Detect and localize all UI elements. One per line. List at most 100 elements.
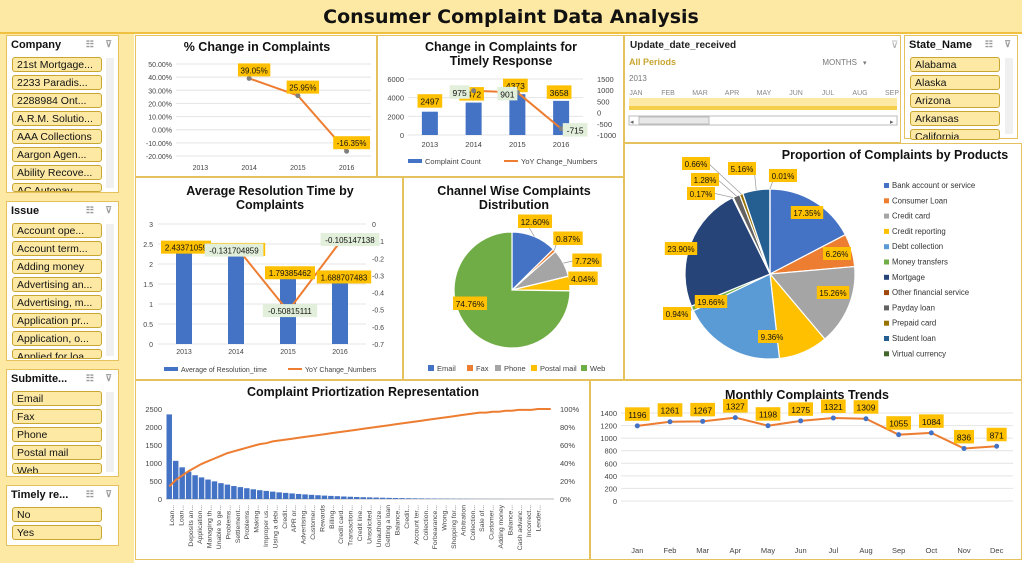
slicer-item[interactable]: AC Autopay... [12,183,102,192]
submitted-via-slicer[interactable]: Submitte... ☷ ⊽ Email Fax Phone Postal m… [6,369,119,477]
bar [380,498,385,499]
x-tick-label: Arbitration [460,505,467,536]
timeline-month[interactable]: JUL [822,90,835,97]
slicer-item[interactable]: Advertising, m... [12,295,102,310]
state-slicer[interactable]: State_Name ☷ ⊽ Alabama Alaska Arizona Ar… [904,35,1018,139]
slicer-item[interactable]: Application pr... [12,313,102,328]
x-tick-label: Jun [795,546,807,555]
slicer-item[interactable]: Phone [12,427,102,442]
slicer-scrollbar[interactable] [106,58,114,188]
timeline-month[interactable]: SEP [885,90,899,97]
bar [179,467,184,499]
clear-filter-icon[interactable]: ⊽ [105,39,112,50]
multiselect-icon[interactable]: ☷ [86,373,94,384]
clear-filter-icon[interactable]: ⊽ [105,205,112,216]
slicer-item[interactable]: Fax [12,409,102,424]
slicer-item[interactable]: Yes [12,525,102,540]
bar [225,485,230,499]
slicer-item[interactable]: Arizona [910,93,1000,108]
slicer-item[interactable]: Aargon Agen... [12,147,102,162]
slicer-item[interactable]: A.R.M. Solutio... [12,111,102,126]
data-label: 1055 [889,419,908,429]
slicer-item[interactable]: Alaska [910,75,1000,90]
slicer-item[interactable]: Arkansas [910,111,1000,126]
slicer-item[interactable]: Application, o... [12,331,102,346]
slicer-item[interactable]: Email [12,391,102,406]
bar [354,497,359,499]
timeline-month[interactable]: APR [725,90,739,97]
slicer-item[interactable]: Postal mail [12,445,102,460]
leader-line [717,179,736,196]
slicer-item[interactable]: Advertising an... [12,277,102,292]
bar [257,490,262,499]
timeline-unit-label[interactable]: MONTHS [822,58,857,67]
prioritization-chart: Complaint Priortization Representation25… [136,381,591,561]
y-tick-label: 20.00% [148,101,172,108]
bar-label: 2.43371059 [165,244,208,253]
slicer-items: Account ope... Account term... Adding mo… [7,223,118,359]
slicer-items: No Yes [7,507,118,540]
bar-label: 1.79385462 [269,269,312,278]
timeline-month[interactable]: MAY [757,90,772,97]
slicer-item[interactable]: Alabama [910,57,1000,72]
multiselect-icon[interactable]: ☷ [985,39,993,50]
slicer-item[interactable]: Applied for loa... [12,349,102,359]
y-tick-label: 2.5 [143,242,153,249]
slicer-item[interactable]: Adding money [12,259,102,274]
timeline-month[interactable]: JAN [629,90,642,97]
legend-swatch [884,336,889,341]
data-point [798,418,803,423]
bar-label: 3658 [550,88,569,98]
slicer-item[interactable]: California [910,129,1000,140]
slicer-item[interactable]: 2233 Paradis... [12,75,102,90]
timeline-month[interactable]: MAR [692,90,708,97]
issue-slicer[interactable]: Issue ☷ ⊽ Account ope... Account term...… [6,201,119,361]
x-tick-label: Billing... [329,505,336,529]
legend-label: Average of Resolution_time [181,367,267,374]
bar [328,496,333,499]
timeline-scroll-thumb[interactable] [639,117,709,124]
y2-tick-label: 1500 [597,75,614,84]
bar [367,497,372,499]
slicer-item[interactable]: 21st Mortgage... [12,57,102,72]
clear-filter-icon[interactable]: ⊽ [1004,39,1011,50]
timeline-month[interactable]: JUN [789,90,803,97]
clear-filter-icon[interactable]: ⊽ [105,373,112,384]
slicer-item[interactable]: AAA Collections [12,129,102,144]
multiselect-icon[interactable]: ☷ [86,205,94,216]
slicer-item[interactable]: Account term... [12,241,102,256]
data-label: 1198 [759,410,778,420]
slicer-item[interactable]: Web [12,463,102,474]
clear-filter-icon[interactable]: ⊽ [105,489,112,500]
y-tick-label: 600 [604,459,617,468]
multiselect-icon[interactable]: ☷ [86,39,94,50]
slice-label: 0.94% [666,310,689,319]
data-label: 1321 [824,402,843,412]
bar [348,497,353,499]
y2-tick-label: -0.6 [372,325,384,332]
slicer-scrollbar[interactable] [106,392,114,472]
timeline-slicer[interactable]: Update_date_received ⊽ All Periods MONTH… [624,35,901,143]
slicer-item[interactable]: No [12,507,102,522]
x-tick-label: 2013 [422,140,439,149]
slicer-scrollbar[interactable] [106,224,114,356]
slice-label: 6.26% [826,250,849,259]
y-tick-label: 1400 [600,409,617,418]
slicer-scrollbar[interactable] [1005,58,1013,134]
y-tick-label: 2500 [145,405,162,414]
slicer-item[interactable]: Ability Recove... [12,165,102,180]
data-label: 25.95% [289,84,316,93]
slicer-item[interactable]: 2288984 Ont... [12,93,102,108]
timeline-month[interactable]: AUG [852,90,867,97]
company-slicer[interactable]: Company ☷ ⊽ 21st Mortgage... 2233 Paradi… [6,35,119,193]
chevron-down-icon[interactable]: ▾ [863,60,867,67]
clear-filter-icon[interactable]: ⊽ [891,40,898,51]
x-tick-label: Unauthorize... [376,505,383,547]
timely-response-slicer[interactable]: Timely re... ☷ ⊽ No Yes [6,485,119,546]
multiselect-icon[interactable]: ☷ [86,489,94,500]
timeline-month[interactable]: FEB [661,90,675,97]
scroll-left-icon[interactable]: ◂ [630,119,634,126]
slicer-item[interactable]: Account ope... [12,223,102,238]
scroll-right-icon[interactable]: ▸ [890,119,894,126]
